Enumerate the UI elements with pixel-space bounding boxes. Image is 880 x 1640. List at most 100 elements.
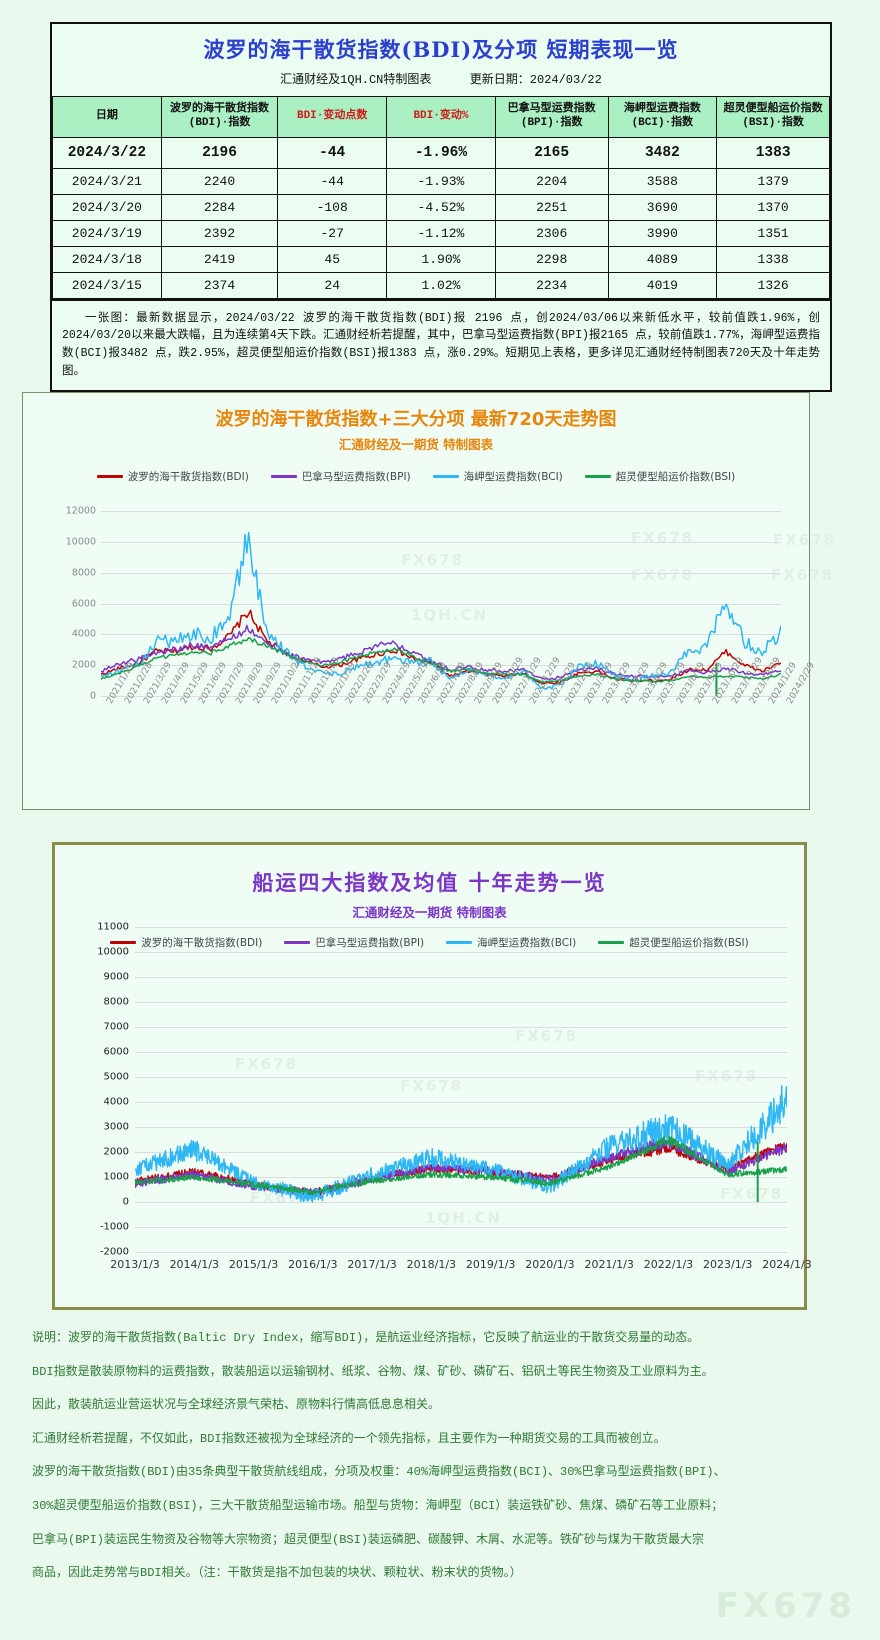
cell-bpi: 2165 [494,136,609,169]
col-header-bdi: 波罗的海干散货指数 (BDI)·指数 [160,96,279,138]
cell-chg: -44 [277,136,388,169]
page-title: 波罗的海干散货指数(BDI)及分项 短期表现一览 [203,37,679,62]
cell-bsi: 1379 [716,167,830,195]
table-row: 2024/3/22 2196 -44 -1.96% 2165 3482 1383 [52,136,830,169]
bdi-data-table: 日期 波罗的海干散货指数 (BDI)·指数 BDI·变动点数 BDI·变动% 巴… [52,96,830,299]
legend-label: 巴拿马型运费指数(BPI) [301,471,411,483]
series-line [135,1135,787,1196]
y-axis-tick-label: 1000 [103,1171,129,1183]
gridline [135,1102,787,1103]
y-axis-tick-label: 12000 [65,505,96,517]
gridline [135,1202,787,1203]
table-header-row: 日期 波罗的海干散货指数 (BDI)·指数 BDI·变动点数 BDI·变动% 巴… [52,96,830,138]
cell-bdi: 2374 [160,271,279,299]
gridline [135,977,787,978]
chart-10y-legend: 波罗的海干散货指数(BDI) 巴拿马型运费指数(BPI) 海岬型运费指数(BCI) 超… [55,935,804,950]
cell-bdi: 2419 [160,245,279,273]
series-lines [135,1085,787,1203]
chart-720d-plot: FX678 FX678 FX678 FX678 FX678 1QH.CN 0 20… [66,506,834,706]
gridline [101,572,781,574]
legend-swatch-icon [110,941,137,944]
y-axis-tick-label: 2000 [103,1146,129,1158]
legend-label: 海岬型运费指数(BCI) [477,937,577,949]
table-row: 2024/3/15 2374 24 1.02% 2234 4019 1326 [52,271,830,299]
series-lines [101,531,781,696]
gridline [135,1077,787,1078]
series-line [135,1085,787,1203]
cell-chgpct: -1.12% [386,219,496,247]
legend-item: 海岬型运费指数(BCI) [432,469,563,484]
cell-bci: 4019 [607,271,718,299]
table-source: 汇通财经及1QH.CN特制图表 [280,73,432,87]
cell-chg: -44 [277,167,388,195]
gridline [135,1052,787,1053]
cell-date: 2024/3/22 [52,136,162,169]
cell-chgpct: -1.96% [386,136,496,169]
cell-bci: 4089 [607,245,718,273]
x-axis-tick-label: 2024/1/3 [762,1258,812,1271]
cell-date: 2024/3/21 [52,167,162,195]
x-axis-tick-label: 2017/1/3 [347,1258,397,1271]
gridline [135,1127,787,1128]
legend-label: 巴拿马型运费指数(BPI) [315,937,425,949]
cell-chg: -108 [277,193,388,221]
x-axis-tick-label: 2016/1/3 [288,1258,338,1271]
gridline [135,1152,787,1153]
col-header-date: 日期 [52,96,162,138]
legend-label: 波罗的海干散货指数(BDI) [141,937,263,949]
legend-swatch-icon [284,941,311,944]
cell-bpi: 2234 [494,271,609,299]
footer-description: 说明：波罗的海干散货指数(Baltic Dry Index，缩写BDI)，是航运… [0,1322,880,1591]
chart-10y-title: 船运四大指数及均值 十年走势一览 [252,870,607,895]
y-axis-tick-label: 6000 [103,1046,129,1058]
cell-bci: 3588 [607,167,718,195]
col-header-bdi-change-percent: BDI·变动% [386,96,496,138]
x-axis-tick-label: 2019/1/3 [465,1258,516,1271]
y-axis-tick-label: 11000 [97,921,129,933]
cell-bdi: 2240 [160,167,279,195]
chart-10y-panel: 船运四大指数及均值 十年走势一览 汇通财经及一期货 特制图表 波罗的海干散货指数… [52,842,812,1310]
x-axis-tick-label: 2018/1/3 [406,1258,457,1271]
legend-item: 波罗的海干散货指数(BDI) [110,935,262,950]
y-axis-tick-label: 0 [122,1196,129,1208]
cell-chgpct: 1.90% [386,245,496,273]
y-axis-tick-label: 4000 [71,628,96,640]
cell-bsi: 1370 [716,193,830,221]
cell-chgpct: 1.02% [386,271,496,299]
cell-bdi: 2392 [160,219,279,247]
chart-720d-legend: 波罗的海干散货指数(BDI) 巴拿马型运费指数(BPI) 海岬型运费指数(BCI) 超… [23,469,809,484]
table-summary-note: 一张图：最新数据显示，2024/03/22 波罗的海干散货指数(BDI)报 21… [52,298,830,390]
cell-bdi: 2196 [160,136,279,169]
y-axis-tick-label: -1000 [99,1221,129,1233]
cell-date: 2024/3/19 [52,219,162,247]
y-axis-tick-label: 7000 [103,1021,129,1033]
gridline [135,927,787,928]
cell-bci: 3690 [607,193,718,221]
x-axis-tick-label: 2020/1/3 [525,1258,575,1271]
chart-10y-plot: FX678 FX678 FX678 FX678 FX678 FX678 FX67… [97,922,812,1272]
legend-label: 超灵便型船运价指数(BSI) [629,937,749,949]
cell-bpi: 2204 [494,167,609,195]
table-row: 2024/3/21 2240 -44 -1.93% 2204 3588 1379 [52,167,830,195]
chart-720d-panel: 波罗的海干散货指数+三大分项 最新720天走势图 汇通财经及一期货 特制图表 波… [22,392,834,810]
y-axis-tick-label: 0 [89,690,96,702]
cell-bsi: 1326 [716,271,830,299]
legend-swatch-icon [270,475,297,478]
cell-bpi: 2306 [494,219,609,247]
footer-line: 波罗的海干散货指数(BDI)由35条典型干散货航线组成，分项及权重：40%海岬型… [32,1465,726,1480]
y-axis-tick-label: 4000 [103,1096,129,1108]
x-axis-tick-label: 2013/1/3 [110,1258,160,1271]
chart-10y-subtitle: 汇通财经及一期货 特制图表 [352,905,507,920]
col-header-bci: 海岬型运费指数 (BCI)·指数 [607,96,718,138]
legend-item: 巴拿马型运费指数(BPI) [270,469,411,484]
watermark-fx678-large: FX678 [715,1586,856,1626]
gridline [101,634,781,636]
footer-line: BDI指数是散装原物料的运费指数，散装船运以运输钢材、纸浆、谷物、煤、矿砂、磷矿… [32,1364,714,1379]
table-subtitle: 汇通财经及1QH.CN特制图表 更新日期：2024/03/22 [52,66,830,96]
table-row: 2024/3/19 2392 -27 -1.12% 2306 3990 1351 [52,219,830,247]
cell-chg: 45 [277,245,388,273]
legend-item: 超灵便型船运价指数(BSI) [584,469,735,484]
gridline [135,1027,787,1028]
legend-swatch-icon [96,475,123,478]
cell-bsi: 1338 [716,245,830,273]
